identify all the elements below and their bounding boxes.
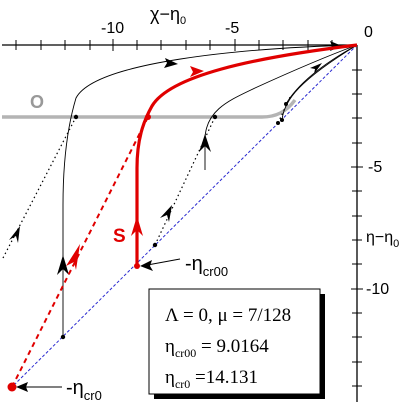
trajectory-mid xyxy=(204,44,358,170)
point-separatrix-o xyxy=(145,114,151,120)
x-tick-label-minus5: -5 xyxy=(225,20,239,37)
separatrix-arrow-top xyxy=(190,66,204,77)
x-tick-label-minus10: -10 xyxy=(101,20,124,37)
point-mid-o xyxy=(212,114,218,120)
point-mid-start xyxy=(152,242,158,248)
red-dashed-line xyxy=(11,116,149,388)
trajectory-inner-2 xyxy=(285,44,358,105)
dotted-arrow-left xyxy=(9,226,20,243)
point-eta-cr00 xyxy=(134,263,140,269)
x-axis-title: χ−η0 xyxy=(150,4,186,27)
legend-line-eta-cr0: ηcr0 =14.131 xyxy=(165,367,258,391)
point-outer-start xyxy=(60,334,66,340)
separatrix-arrow-up xyxy=(131,216,143,236)
diagonal-line xyxy=(11,44,358,388)
trajectory-arrow-mid xyxy=(199,134,211,152)
y-axis-title: η−η0 xyxy=(366,229,399,250)
trajectory-outer xyxy=(62,44,358,337)
separatrix-s-label: S xyxy=(113,226,126,247)
trajectory-arrow-outer-up xyxy=(57,255,69,275)
o-curve xyxy=(2,98,297,119)
trajectory-arrow-outer-top xyxy=(164,58,178,68)
legend-box xyxy=(148,288,321,395)
eta-cr00-pointer-head xyxy=(140,260,153,271)
point-inner-1 xyxy=(284,102,288,106)
point-eta-cr0 xyxy=(7,382,17,392)
y-tick-label-minus10: -10 xyxy=(366,281,389,298)
trajectory-arrow-inner xyxy=(310,63,322,74)
y-axis-ticks xyxy=(351,69,363,387)
eta-cr0-pointer-head xyxy=(16,382,28,392)
red-dashed-arrow xyxy=(66,244,80,270)
trajectory-inner xyxy=(281,44,358,121)
x-tick-label-0: 0 xyxy=(364,24,373,41)
dotted-arrow-mid xyxy=(160,205,172,222)
separatrix-s-curve xyxy=(135,43,358,266)
dotted-segment-right xyxy=(277,94,292,124)
legend-line-params: Λ = 0, μ = 7/128 xyxy=(165,305,291,326)
eta-cr00-annotation: -ηcr00 xyxy=(185,253,228,279)
legend-line-eta-cr00: ηcr00 = 9.0164 xyxy=(165,336,269,360)
point-inner-2 xyxy=(280,118,284,122)
point-inner-3 xyxy=(276,121,280,125)
eta-cr0-annotation: -ηcr0 xyxy=(66,377,102,403)
point-outer-o xyxy=(73,114,79,120)
dotted-segment-mid xyxy=(154,116,216,246)
y-tick-label-minus5: -5 xyxy=(368,159,382,176)
o-curve-label: O xyxy=(30,92,44,112)
